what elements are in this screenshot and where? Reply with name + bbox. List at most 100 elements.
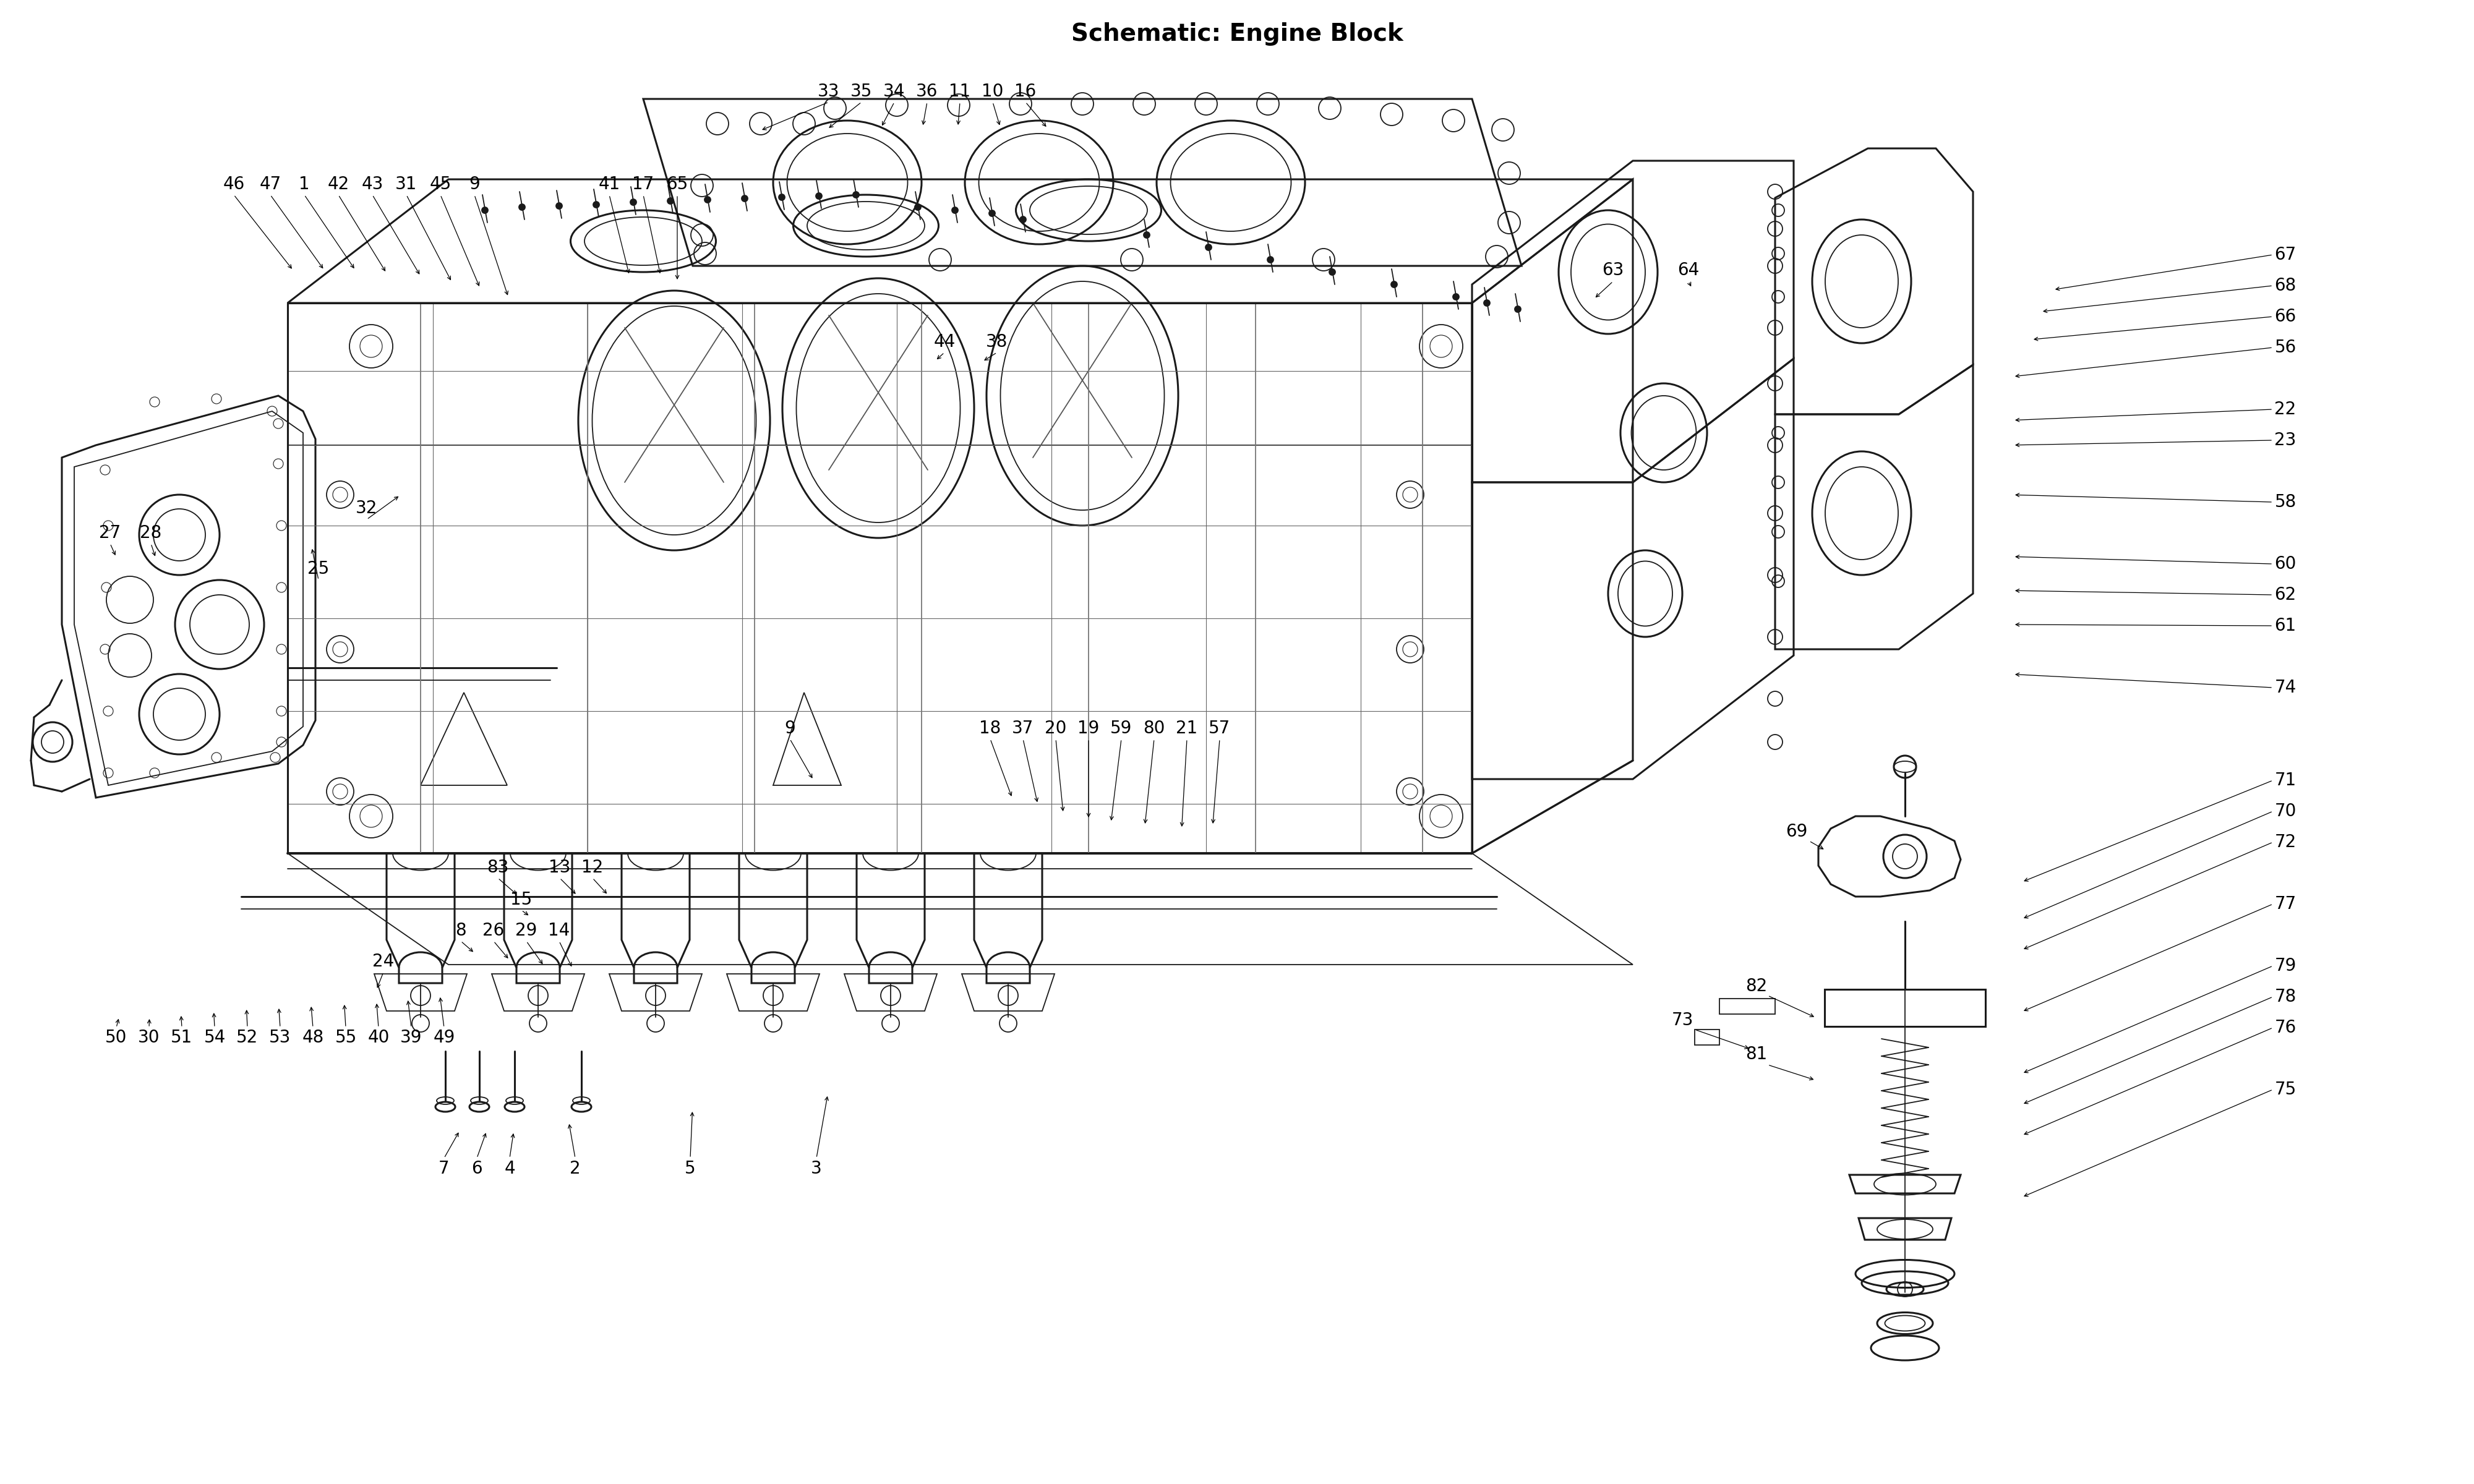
Circle shape [705,196,710,203]
Text: 27: 27 [99,524,121,542]
Circle shape [631,199,636,205]
Text: 69: 69 [1786,824,1808,840]
Text: 19: 19 [1079,720,1098,738]
Text: 6: 6 [473,1160,482,1177]
Circle shape [557,203,562,209]
Text: 57: 57 [1210,720,1230,738]
Text: 43: 43 [361,175,383,193]
Circle shape [1452,294,1460,300]
Text: Schematic: Engine Block: Schematic: Engine Block [1071,22,1403,46]
Text: 77: 77 [2274,895,2296,913]
Text: 83: 83 [487,859,510,876]
Text: 38: 38 [987,334,1007,350]
Text: 36: 36 [915,83,938,99]
Text: 17: 17 [633,175,653,193]
Circle shape [1390,282,1398,288]
Circle shape [1514,306,1522,312]
Text: 7: 7 [438,1160,450,1177]
Circle shape [915,203,920,211]
Text: 13: 13 [549,859,571,876]
Text: 58: 58 [2274,493,2296,510]
Text: 45: 45 [430,175,450,193]
Circle shape [1267,257,1274,263]
Text: 74: 74 [2274,680,2296,696]
Text: 33: 33 [819,83,839,99]
Text: 16: 16 [1014,83,1037,99]
Text: 62: 62 [2274,586,2296,604]
Text: 64: 64 [1677,261,1700,279]
Text: 9: 9 [470,175,480,193]
Text: 1: 1 [299,175,309,193]
Text: 29: 29 [515,922,537,939]
Text: 35: 35 [851,83,873,99]
Text: 61: 61 [2274,617,2296,635]
Text: 48: 48 [302,1028,324,1046]
Text: 59: 59 [1111,720,1133,738]
Text: 31: 31 [396,175,418,193]
Text: 72: 72 [2274,834,2296,850]
Text: 51: 51 [171,1028,193,1046]
Text: 78: 78 [2274,988,2296,1006]
Circle shape [1484,300,1489,306]
Text: 53: 53 [270,1028,292,1046]
Text: 70: 70 [2274,803,2296,819]
Text: 15: 15 [510,890,532,908]
Text: 24: 24 [374,953,393,971]
Text: 12: 12 [581,859,604,876]
Text: 68: 68 [2274,278,2296,294]
Text: 46: 46 [223,175,245,193]
Text: 63: 63 [1603,261,1623,279]
Text: 22: 22 [2274,401,2296,418]
Circle shape [482,208,487,214]
Text: 71: 71 [2274,772,2296,789]
Text: 8: 8 [455,922,465,939]
Text: 26: 26 [482,922,505,939]
Text: 76: 76 [2274,1020,2296,1036]
Text: 34: 34 [883,83,905,99]
Text: 67: 67 [2274,246,2296,264]
Text: 52: 52 [238,1028,257,1046]
Text: 65: 65 [666,175,688,193]
Text: 54: 54 [203,1028,225,1046]
Text: 50: 50 [106,1028,126,1046]
Text: 60: 60 [2274,555,2296,573]
Text: 37: 37 [1012,720,1034,738]
Circle shape [1019,217,1027,223]
Text: 73: 73 [1672,1012,1692,1028]
Circle shape [668,197,673,203]
Text: 23: 23 [2274,432,2296,448]
Circle shape [594,202,599,208]
Circle shape [952,208,957,214]
Text: 44: 44 [933,334,955,350]
Text: 28: 28 [141,524,161,542]
Text: 4: 4 [505,1160,515,1177]
Circle shape [1143,232,1150,237]
Text: 75: 75 [2274,1080,2296,1098]
Text: 25: 25 [307,559,329,577]
Text: 10: 10 [982,83,1004,99]
Text: 9: 9 [784,720,794,738]
Circle shape [854,191,858,197]
Circle shape [990,211,995,217]
Text: 11: 11 [950,83,970,99]
Text: 56: 56 [2274,338,2296,356]
Text: 42: 42 [327,175,349,193]
Circle shape [816,193,821,199]
Text: 49: 49 [433,1028,455,1046]
Text: 18: 18 [980,720,1002,738]
Text: 55: 55 [334,1028,356,1046]
Circle shape [779,194,784,200]
Text: 21: 21 [1175,720,1197,738]
Text: 20: 20 [1044,720,1066,738]
Text: 39: 39 [401,1028,423,1046]
Text: 79: 79 [2274,957,2296,975]
Text: 14: 14 [549,922,569,939]
Text: 80: 80 [1143,720,1165,738]
Text: 40: 40 [369,1028,388,1046]
Text: 81: 81 [1747,1046,1766,1063]
Text: 82: 82 [1747,978,1766,994]
Text: 32: 32 [356,500,379,516]
Circle shape [742,196,747,202]
Circle shape [1329,269,1336,275]
Text: 3: 3 [811,1160,821,1177]
